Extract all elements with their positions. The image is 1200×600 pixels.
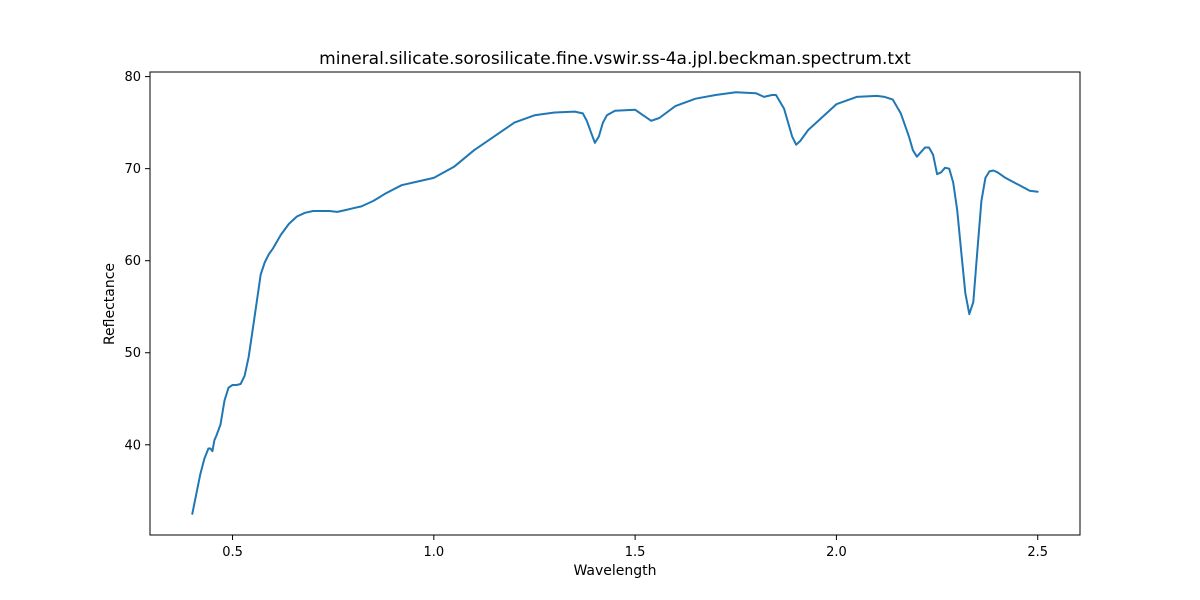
series-line-reflectance (191, 91, 1039, 515)
plot-area-frame (149, 71, 1081, 536)
y-tick-label: 80 (124, 70, 141, 85)
y-tick-label: 40 (124, 438, 141, 453)
y-tick-label: 50 (124, 346, 141, 361)
y-axis-ticks: 40 50 60 70 80 (124, 70, 150, 453)
chart-title: mineral.silicate.sorosilicate.fine.vswir… (319, 49, 911, 69)
x-axis-label: Wavelength (573, 563, 656, 579)
x-axis-ticks: 0.5 1.0 1.5 2.0 2.5 (222, 535, 1048, 560)
x-tick-label: 1.0 (423, 545, 444, 560)
x-tick-label: 0.5 (222, 545, 243, 560)
y-axis-label: Reflectance (102, 263, 118, 345)
x-tick-label: 2.5 (1027, 545, 1048, 560)
x-tick-label: 2.0 (826, 545, 847, 560)
y-tick-label: 70 (124, 162, 141, 177)
x-tick-label: 1.5 (625, 545, 646, 560)
y-tick-label: 60 (124, 254, 141, 269)
